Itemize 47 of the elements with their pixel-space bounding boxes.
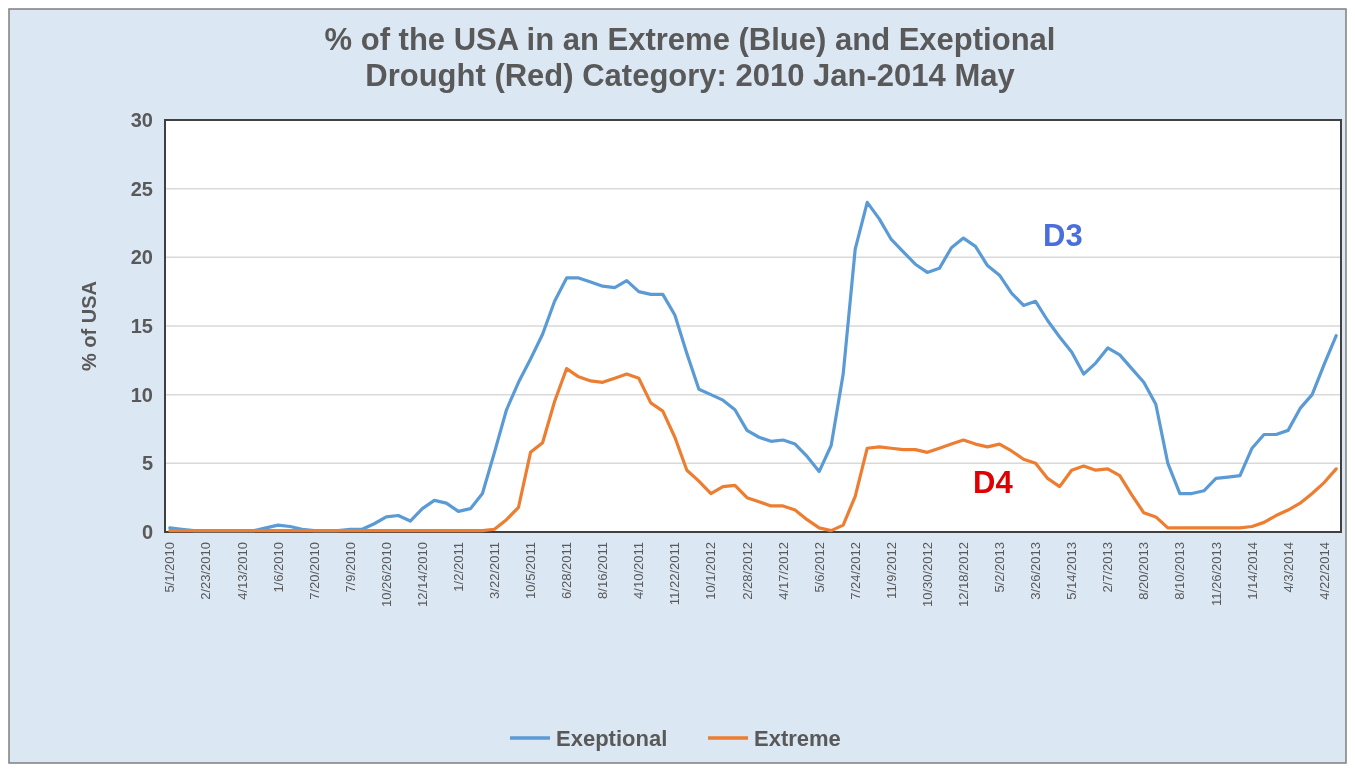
x-tick-label: 4/10/2011 bbox=[631, 542, 647, 599]
x-tick-label: 10/1/2012 bbox=[703, 542, 719, 600]
x-tick-label: 7/20/2010 bbox=[306, 542, 322, 600]
x-tick-label: 4/17/2012 bbox=[775, 542, 791, 600]
y-tick-label: 0 bbox=[141, 521, 153, 543]
x-tick-label: 10/26/2010 bbox=[378, 542, 394, 608]
y-tick-label: 10 bbox=[130, 383, 153, 406]
x-tick-label: 8/20/2013 bbox=[1136, 542, 1152, 600]
x-tick-label: 11/22/2011 bbox=[667, 542, 683, 606]
x-tick-label: 10/5/2011 bbox=[523, 542, 539, 599]
x-tick-label: 2/23/2010 bbox=[198, 542, 214, 600]
x-tick-label: 7/24/2012 bbox=[847, 542, 863, 600]
line-series bbox=[168, 366, 1338, 533]
x-tick-label: 5/14/2013 bbox=[1064, 542, 1080, 600]
y-tick-label: 20 bbox=[130, 246, 153, 269]
y-tick-label: 25 bbox=[130, 177, 153, 200]
x-tick-label: 5/6/2012 bbox=[811, 542, 827, 593]
x-tick-label: 4/22/2014 bbox=[1316, 542, 1332, 600]
x-tick-label: 3/26/2013 bbox=[1028, 542, 1044, 600]
y-tick-label: 15 bbox=[130, 315, 153, 337]
x-tick-label: 8/16/2011 bbox=[595, 542, 611, 599]
x-tick-label: 10/30/2012 bbox=[919, 542, 935, 608]
x-tick-label: 3/22/2011 bbox=[487, 542, 503, 599]
x-tick-label: 1/14/2014 bbox=[1244, 542, 1260, 600]
x-tick-label: 5/2/2013 bbox=[992, 542, 1008, 593]
x-tick-label: 8/10/2013 bbox=[1172, 542, 1188, 600]
x-tick-label: 1/2/2011 bbox=[450, 542, 466, 592]
x-tick-label: 4/3/2014 bbox=[1280, 542, 1296, 593]
annotation: D3 bbox=[1043, 218, 1083, 253]
legend-label: Exeptional bbox=[556, 725, 668, 751]
x-tick-label: 11/9/2012 bbox=[883, 542, 899, 599]
y-tick-label: 30 bbox=[130, 109, 153, 131]
x-tick-label: 12/14/2010 bbox=[414, 542, 430, 608]
x-tick-label: 5/1/2010 bbox=[162, 542, 178, 593]
x-tick-label: 6/28/2011 bbox=[559, 542, 575, 599]
x-tick-label: 4/13/2010 bbox=[234, 542, 250, 600]
x-tick-label: 2/28/2012 bbox=[739, 542, 755, 600]
x-tick-label: 2/7/2013 bbox=[1100, 542, 1116, 593]
y-tick-label: 5 bbox=[141, 452, 153, 475]
y-axis-title: % of USA bbox=[78, 281, 100, 371]
legend-label: Extreme bbox=[754, 725, 841, 751]
annotation: D4 bbox=[973, 465, 1014, 500]
x-tick-label: 7/9/2010 bbox=[342, 542, 358, 593]
x-tick-label: 1/6/2010 bbox=[270, 542, 286, 593]
x-tick-label: 11/26/2013 bbox=[1208, 542, 1224, 607]
x-tick-label: 12/18/2012 bbox=[955, 542, 971, 608]
chart-title: % of the USA in an Extreme (Blue) and Exeptional Drought (Red) Category: 2010 Jan-2014 May bbox=[324, 22, 1056, 93]
